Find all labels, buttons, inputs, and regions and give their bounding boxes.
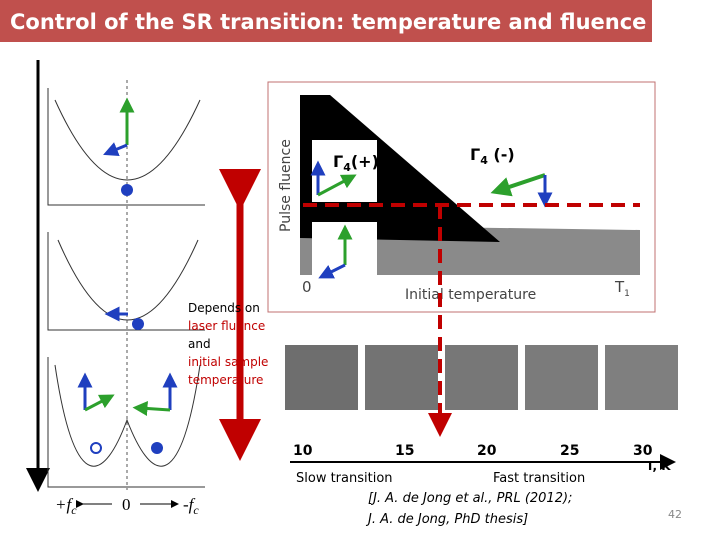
y-label: Pulse fluence (278, 139, 294, 232)
shape: Depends on (188, 301, 260, 315)
slow: Slow transition (296, 471, 393, 486)
text-part: -f (183, 495, 196, 514)
shape (285, 345, 358, 410)
shape (132, 318, 144, 330)
t-unit: T, K (646, 459, 671, 473)
fast: Fast transition (493, 471, 585, 486)
reference: [J. A. de Jong et al., PRL (2012); (368, 491, 572, 506)
note: Depends on laser fluence and initial sam… (188, 301, 268, 387)
shape (525, 345, 598, 410)
text-part: (+) (351, 152, 379, 171)
title-bar (0, 0, 652, 42)
shape (490, 173, 546, 197)
vectors (77, 97, 178, 454)
fc-left: +fc (55, 495, 77, 517)
shape: laser fluence (188, 319, 265, 333)
page-number: 42 (668, 508, 682, 521)
shape: initial sample (188, 355, 268, 369)
shape: 15 (395, 443, 414, 459)
shape (54, 99, 201, 181)
shape: 30 (633, 443, 653, 459)
text-part: 4 (480, 154, 488, 167)
shape (57, 239, 199, 321)
shape: temperature (188, 373, 263, 387)
sample-images (285, 345, 678, 410)
shape (47, 357, 205, 488)
text-part: +f (55, 495, 73, 514)
potential-panels (47, 88, 205, 488)
x-end: T1 (614, 278, 630, 299)
text-part: 1 (624, 289, 630, 299)
text-part: 4 (343, 161, 351, 174)
shape (103, 142, 128, 157)
fc-center: 0 (122, 495, 131, 514)
gamma-plus: Γ4(+) (333, 152, 379, 174)
text-part: T (614, 278, 625, 296)
shape (605, 345, 678, 410)
shape: 10 (293, 443, 313, 459)
shape (445, 345, 518, 410)
text-part: (-) (488, 145, 515, 164)
shape (90, 442, 102, 454)
x-label: Initial temperature (405, 287, 536, 303)
origin: 0 (302, 278, 312, 296)
gamma-minus: Γ4 (-) (470, 145, 515, 167)
shape: 20 (477, 443, 497, 459)
shape (54, 364, 201, 467)
text-part: Γ (333, 152, 343, 171)
shape (84, 394, 115, 412)
shape (121, 184, 133, 196)
shape (47, 232, 205, 331)
text-part: c (193, 503, 199, 517)
reference: J. A. de Jong, PhD thesis] (365, 512, 528, 527)
text-part: Γ (470, 145, 480, 164)
shape: and (188, 337, 211, 351)
title: Control of the SR transition: temperatur… (10, 10, 646, 34)
shape (47, 88, 205, 206)
shape (365, 345, 438, 410)
text-part: c (71, 503, 77, 517)
t-ticks: 10 15 20 25 30 (293, 443, 653, 459)
shape (317, 174, 357, 197)
shape (132, 401, 171, 416)
fc-right: -fc (183, 495, 199, 517)
shape (318, 263, 346, 279)
shape (151, 442, 163, 454)
shape: 25 (560, 443, 579, 459)
